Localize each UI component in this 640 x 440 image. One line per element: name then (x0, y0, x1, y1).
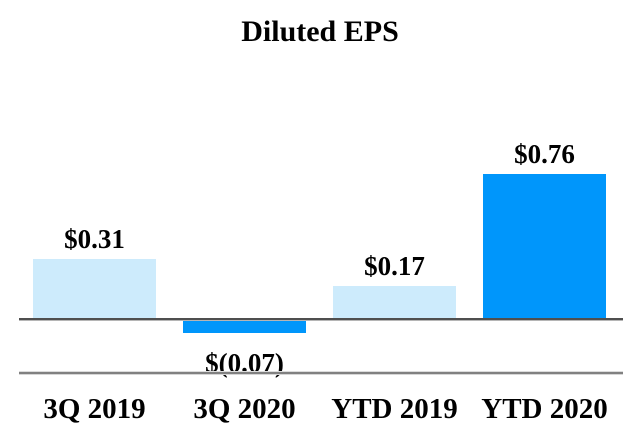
bar-value-label: $0.31 (64, 224, 125, 254)
x-axis-line (19, 318, 623, 320)
category-label: 3Q 2020 (193, 393, 296, 425)
bar-value-label: $(0.07) (205, 348, 284, 378)
chart-title: Diluted EPS (241, 15, 399, 48)
bar-ytd-2019 (333, 286, 456, 318)
bar-3q-2020 (183, 320, 306, 333)
bar-3q-2019 (33, 259, 156, 318)
bar-ytd-2020 (483, 174, 606, 318)
category-label: YTD 2020 (481, 393, 608, 425)
category-separator-line (19, 372, 623, 374)
bar-value-label: $0.17 (364, 251, 425, 281)
category-label: YTD 2019 (331, 393, 458, 425)
category-label: 3Q 2019 (43, 393, 146, 425)
bar-value-label: $0.76 (514, 139, 575, 169)
